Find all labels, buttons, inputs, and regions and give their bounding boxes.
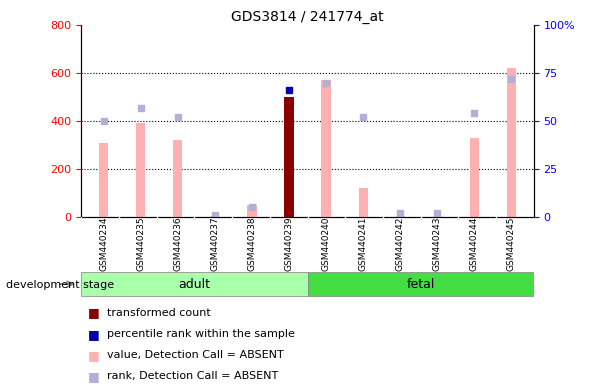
- Bar: [396, 216, 405, 217]
- Text: percentile rank within the sample: percentile rank within the sample: [107, 329, 295, 339]
- Text: ■: ■: [87, 349, 99, 362]
- Text: ■: ■: [87, 328, 99, 341]
- Bar: [321, 80, 330, 217]
- Bar: [359, 188, 368, 217]
- Text: GSM440238: GSM440238: [247, 217, 256, 271]
- Text: GSM440234: GSM440234: [99, 217, 108, 271]
- Text: GSM440245: GSM440245: [507, 217, 516, 271]
- Text: development stage: development stage: [6, 280, 114, 290]
- Bar: [173, 140, 183, 217]
- Bar: [210, 216, 219, 217]
- Text: GSM440239: GSM440239: [285, 217, 294, 271]
- Bar: [99, 142, 109, 217]
- Text: value, Detection Call = ABSENT: value, Detection Call = ABSENT: [107, 350, 283, 360]
- Text: fetal: fetal: [406, 278, 435, 291]
- Bar: [285, 97, 294, 217]
- Text: rank, Detection Call = ABSENT: rank, Detection Call = ABSENT: [107, 371, 278, 381]
- Text: GSM440241: GSM440241: [359, 217, 368, 271]
- Bar: [136, 123, 145, 217]
- Text: GSM440243: GSM440243: [433, 217, 442, 271]
- Text: GSM440236: GSM440236: [173, 217, 182, 271]
- Bar: [81, 272, 308, 296]
- Text: GSM440242: GSM440242: [396, 217, 405, 271]
- Bar: [470, 138, 479, 217]
- Text: adult: adult: [178, 278, 210, 291]
- Bar: [308, 272, 534, 296]
- Text: GSM440235: GSM440235: [136, 217, 145, 271]
- Text: ■: ■: [87, 370, 99, 383]
- Text: GSM440240: GSM440240: [321, 217, 330, 271]
- Bar: [432, 216, 442, 217]
- Bar: [247, 205, 256, 217]
- Text: GSM440237: GSM440237: [210, 217, 219, 271]
- Text: transformed count: transformed count: [107, 308, 210, 318]
- Text: GSM440244: GSM440244: [470, 217, 479, 271]
- Title: GDS3814 / 241774_at: GDS3814 / 241774_at: [231, 10, 384, 24]
- Bar: [507, 68, 516, 217]
- Text: ■: ■: [87, 306, 99, 319]
